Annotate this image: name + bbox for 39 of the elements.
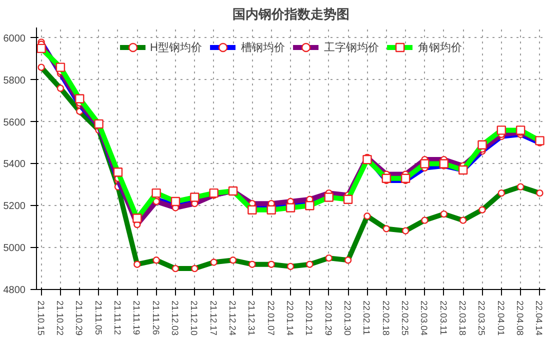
legend-label: 槽钢均价: [240, 40, 285, 54]
x-tick-label: 22.02.11: [362, 300, 372, 335]
legend-label: 工字钢均价: [324, 40, 379, 54]
x-tick-label: 22.01.21: [304, 300, 314, 336]
x-tick-label: 21.12.24: [228, 300, 238, 336]
legend-label: H型钢均价: [150, 40, 202, 54]
x-tick-label: 21.12.10: [189, 300, 200, 336]
x-tick-label: 22.04.01: [496, 300, 506, 336]
x-tick-label: 22.03.04: [419, 300, 430, 336]
x-tick-label: 22.03.11: [438, 300, 448, 335]
chart-title: 国内钢价指数走势图: [232, 6, 350, 22]
y-tick-label: 4800: [3, 285, 26, 296]
y-tick-label: 5200: [3, 201, 26, 212]
y-tick-label: 5400: [3, 159, 26, 170]
legend-label: 角钢均价: [418, 40, 462, 54]
x-tick-label: 22.01.30: [342, 300, 353, 336]
x-tick-label: 21.12.31: [246, 300, 257, 336]
x-tick-label: 22.04.08: [515, 300, 526, 336]
x-tick-label: 21.10.15: [36, 300, 46, 336]
x-tick-label: 21.12.03: [170, 300, 180, 336]
x-tick-label: 21.11.19: [132, 300, 142, 335]
x-tick-label: 22.01.07: [266, 300, 276, 336]
x-tick-label: 22.03.18: [458, 300, 468, 336]
x-tick-label: 21.11.26: [150, 300, 161, 335]
x-tick-label: 21.12.17: [208, 300, 218, 336]
x-tick-label: 22.02.25: [400, 300, 410, 336]
x-tick-label: 22.04.14: [534, 300, 544, 336]
y-tick-label: 5000: [3, 243, 26, 254]
x-tick-label: 21.10.22: [54, 300, 65, 336]
x-tick-label: 22.01.29: [323, 300, 334, 336]
x-tick-label: 21.11.12: [112, 300, 122, 335]
x-tick-label: 21.10.29: [74, 300, 84, 336]
x-tick-label: 22.03.25: [476, 300, 487, 336]
y-tick-label: 5600: [3, 117, 26, 128]
x-tick-label: 22.01.14: [285, 300, 296, 336]
x-tick-label: 21.11.05: [93, 300, 104, 335]
x-tick-label: 22.02.18: [380, 300, 391, 336]
y-tick-label: 6000: [3, 33, 26, 44]
y-tick-label: 5800: [3, 75, 26, 86]
